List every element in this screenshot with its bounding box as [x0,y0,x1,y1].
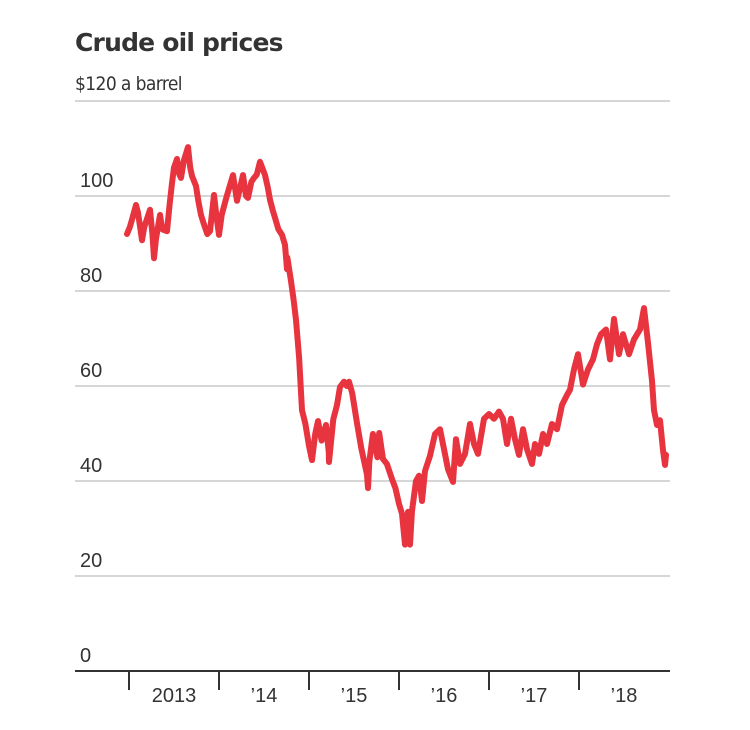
y-tick-label-20: 20 [80,550,102,572]
y-tick-label-80: 80 [80,265,102,287]
y-tick-label-40: 40 [80,455,102,477]
chart-title: Crude oil prices [75,28,284,57]
series-layer [124,144,669,548]
y-tick-label-60: 60 [80,360,102,382]
x-tick-label-2017: ’17 [521,685,548,707]
y-tick-label-100: 100 [80,170,113,192]
y-tick-label-0: 0 [80,645,91,667]
x-tick-label-2014: ’14 [251,685,278,707]
x-tick-label-2015: ’15 [341,685,368,707]
series-line-crude-oil [124,144,669,548]
gridlines [75,100,670,577]
x-tick-label-2013: 2013 [152,685,197,707]
y-axis-ticks: 0 20 40 60 80 100 [80,170,113,667]
chart-subtitle: $120 a barrel [75,73,183,95]
x-tick-label-2018: ’18 [611,685,638,707]
x-axis: 2013 ’14 ’15 ’16 ’17 ’18 [75,670,670,707]
x-tick-label-2016: ’16 [431,685,458,707]
